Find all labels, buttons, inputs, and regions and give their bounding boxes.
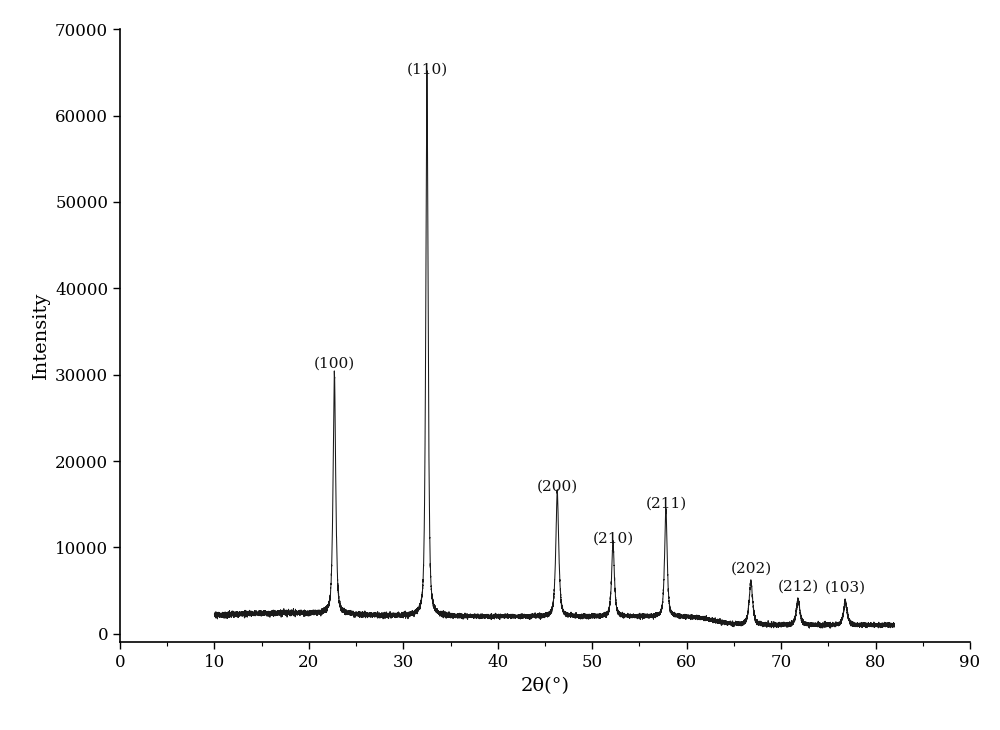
Text: (212): (212) <box>777 579 819 593</box>
Text: (210): (210) <box>592 531 634 545</box>
X-axis label: 2θ(°): 2θ(°) <box>520 677 570 695</box>
Text: (100): (100) <box>314 356 355 370</box>
Text: (200): (200) <box>537 480 578 494</box>
Y-axis label: Intensity: Intensity <box>32 292 50 380</box>
Text: (211): (211) <box>645 497 687 511</box>
Text: (103): (103) <box>825 581 866 595</box>
Text: (202): (202) <box>730 562 772 576</box>
Text: (110): (110) <box>406 63 448 77</box>
